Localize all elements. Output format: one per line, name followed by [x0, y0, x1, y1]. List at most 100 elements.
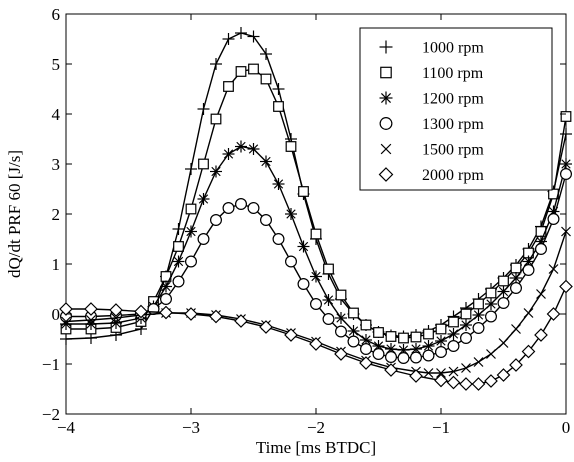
asterisk-marker: [335, 312, 347, 324]
plus-marker: [60, 333, 72, 345]
square-marker: [448, 316, 459, 328]
cross-marker: [536, 289, 546, 299]
circle-marker: [510, 282, 523, 295]
diamond-marker: [459, 377, 473, 391]
y-tick-label: 0: [52, 305, 61, 324]
square-marker: [235, 66, 247, 77]
x-tick-label: −2: [307, 418, 325, 437]
y-tick-label: 6: [52, 5, 61, 24]
asterisk-marker: [472, 309, 485, 321]
x-axis-label: Time [ms BTDC]: [256, 438, 376, 457]
square-marker: [410, 331, 422, 343]
plus-marker: [247, 30, 260, 43]
asterisk-marker: [197, 193, 210, 205]
diamond-marker: [259, 320, 273, 334]
circle-marker: [534, 243, 547, 256]
square-marker: [360, 319, 372, 331]
y-tick-label: 3: [52, 155, 61, 174]
asterisk-marker: [379, 91, 393, 105]
asterisk-marker: [247, 143, 260, 155]
diamond-marker: [159, 305, 173, 320]
legend-label: 2000 rpm: [422, 167, 484, 184]
circle-marker: [522, 264, 535, 277]
asterisk-marker: [222, 148, 235, 160]
legend-item: 1100 rpm: [380, 65, 484, 82]
square-marker: [185, 203, 197, 215]
plus-marker: [222, 33, 235, 45]
circle-marker: [397, 352, 410, 365]
series-diamond: [59, 279, 573, 391]
diamond-marker: [134, 304, 148, 319]
plus-marker: [185, 163, 197, 175]
diamond-marker: [546, 307, 561, 321]
circle-marker: [297, 278, 310, 291]
diamond-marker: [484, 374, 498, 388]
asterisk-marker: [347, 325, 360, 337]
x-tick-label: −4: [57, 418, 76, 437]
circle-marker: [422, 349, 435, 362]
ticks-layer: −4 −3 −2 −1 0 −2 −1 0 1 2 3 4 5 6: [42, 5, 570, 437]
y-tick-label: 2: [52, 205, 61, 224]
circle-marker: [410, 351, 423, 364]
y-tick-label: 4: [52, 105, 61, 124]
plus-marker: [260, 48, 272, 60]
cross-marker: [548, 264, 559, 274]
square-marker: [423, 328, 434, 340]
plus-marker: [560, 128, 572, 140]
legend-label: 1500 rpm: [422, 142, 484, 159]
diamond-marker: [471, 377, 486, 391]
legend-label: 1100 rpm: [422, 65, 484, 82]
legend-label: 1300 rpm: [422, 116, 484, 133]
asterisk-marker: [485, 298, 497, 310]
series-layer: [59, 27, 573, 391]
asterisk-marker: [210, 165, 222, 178]
asterisk-marker: [497, 285, 510, 298]
x-tick-label: −1: [432, 418, 450, 437]
cross-marker: [461, 363, 471, 373]
cross-marker: [86, 315, 96, 325]
diamond-marker: [234, 314, 248, 328]
square-marker: [173, 241, 184, 252]
asterisk-marker: [460, 319, 472, 331]
legend-item: 1000 rpm: [379, 40, 484, 57]
square-marker: [323, 263, 334, 275]
asterisk-marker: [447, 328, 460, 340]
cross-marker: [436, 368, 446, 378]
asterisk-marker: [272, 178, 285, 190]
circle-marker: [379, 117, 393, 130]
legend-label: 1200 rpm: [422, 91, 484, 108]
legend-item: 1500 rpm: [380, 142, 484, 159]
diamond-marker: [509, 358, 523, 372]
series-circle: [59, 168, 572, 365]
circle-marker: [260, 214, 273, 227]
diamond-marker: [284, 328, 298, 342]
square-marker: [385, 331, 397, 342]
circle-marker: [210, 214, 223, 227]
plus-marker: [210, 58, 222, 70]
asterisk-marker: [297, 240, 310, 253]
circle-marker: [160, 293, 173, 306]
circle-marker: [435, 346, 448, 359]
square-marker: [473, 298, 484, 310]
circle-marker: [197, 233, 210, 246]
circle-marker: [485, 310, 498, 323]
square-marker: [248, 63, 259, 75]
series-square: [60, 63, 572, 344]
square-marker: [260, 73, 272, 85]
square-marker: [348, 307, 359, 319]
diamond-marker: [534, 328, 548, 342]
diamond-marker: [521, 344, 536, 359]
square-marker: [285, 141, 297, 152]
x-tick-label: −3: [182, 418, 200, 437]
square-marker: [310, 228, 322, 240]
asterisk-marker: [435, 335, 447, 347]
asterisk-marker: [160, 280, 172, 293]
square-marker: [298, 186, 309, 197]
y-axis-label: dQ/dt PRF 60 [J/s]: [5, 150, 24, 278]
circle-marker: [335, 325, 348, 338]
circle-marker: [310, 298, 323, 311]
diamond-marker: [559, 279, 573, 294]
cross-marker: [111, 313, 121, 323]
cross-marker: [498, 338, 509, 348]
square-marker: [485, 287, 497, 299]
